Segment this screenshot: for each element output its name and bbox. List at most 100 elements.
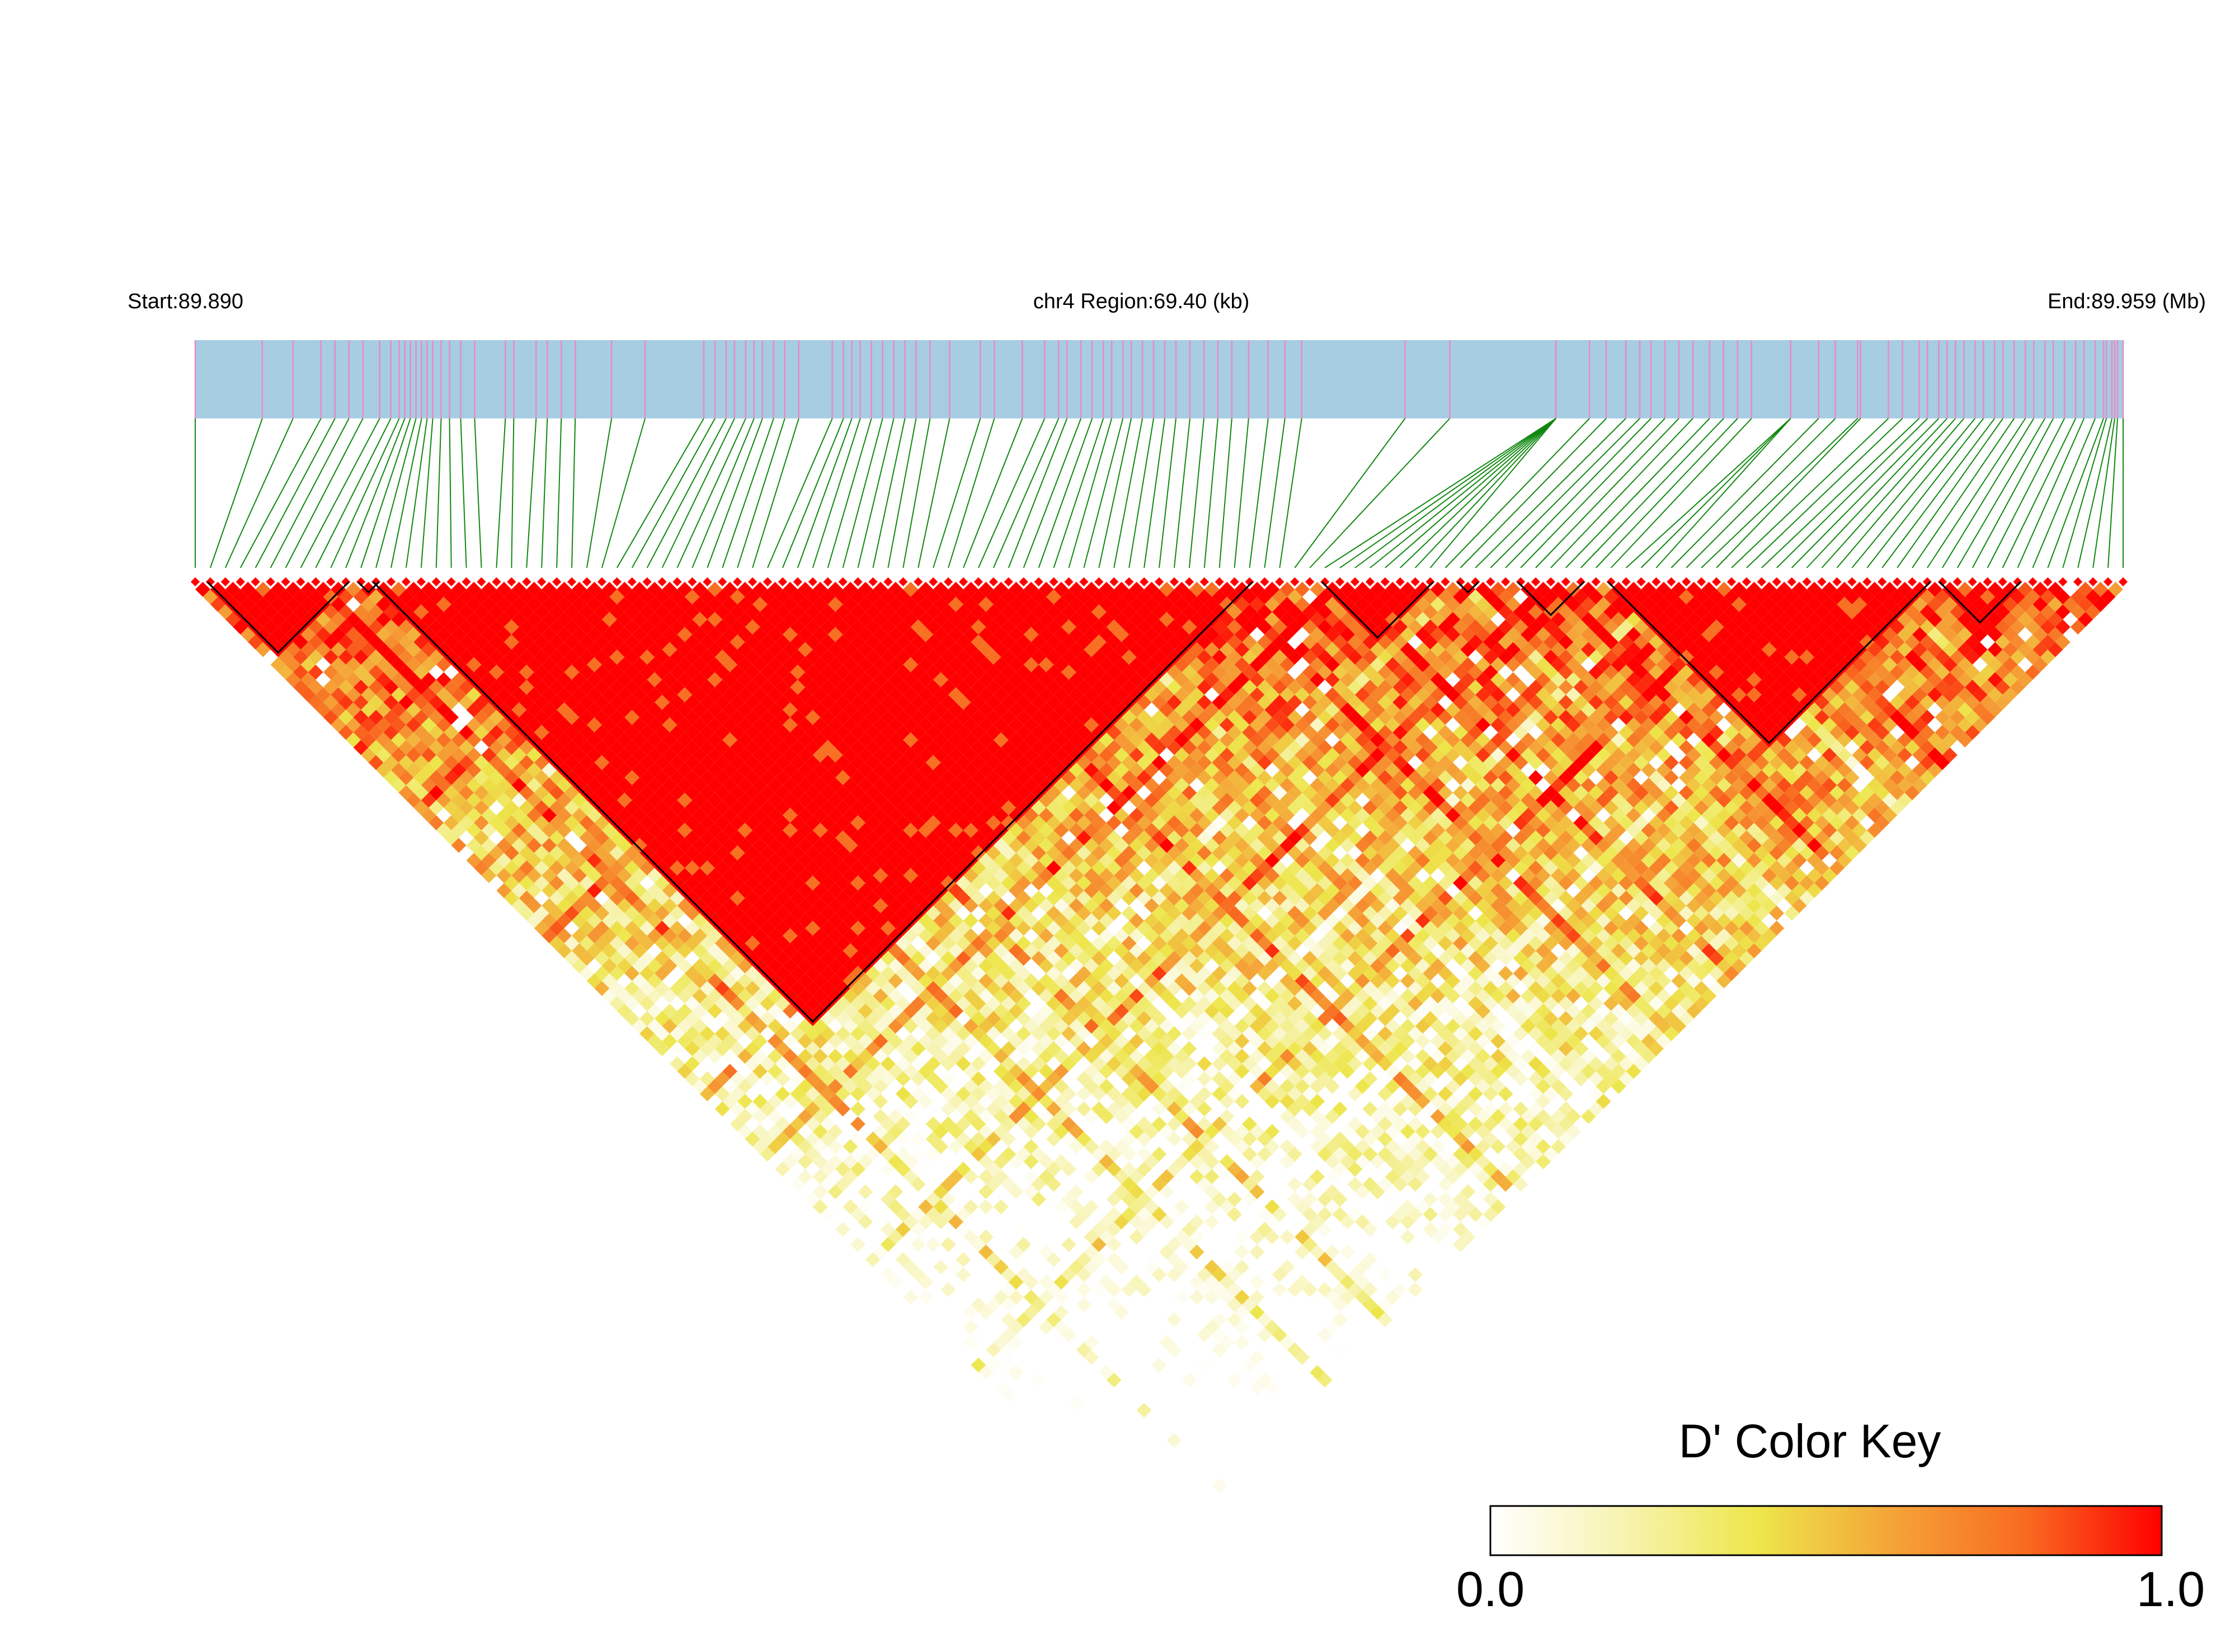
snp-connector [526, 418, 537, 568]
snp-connector [1294, 418, 1406, 568]
snp-connector [2047, 418, 2104, 568]
snp-connector [902, 418, 931, 568]
snp-connector [1625, 418, 1791, 568]
snp-connector [285, 418, 364, 568]
snp-connector [541, 418, 548, 568]
snp-connector [1354, 418, 1556, 568]
snp-connector [1866, 418, 1984, 568]
snp-connector [887, 418, 917, 568]
snp-connector [1324, 418, 1556, 568]
snp-connector [1264, 418, 1286, 568]
snp-connector [978, 418, 1046, 568]
snp-connector [1249, 418, 1269, 568]
snp-connector [1640, 418, 1791, 568]
snp-connector [1385, 418, 1556, 568]
snp-connector [1971, 418, 2054, 568]
snp-connector [209, 418, 263, 568]
snp-connector [722, 418, 774, 568]
snp-connector [646, 418, 727, 568]
snp-connector [239, 418, 322, 568]
snp-connector [1776, 418, 1928, 568]
snp-connector [449, 418, 452, 568]
snp-connector [1444, 418, 1590, 568]
snp-connector [601, 418, 646, 568]
snp-connector [435, 418, 442, 568]
snp-connector [1821, 418, 1956, 568]
snp-connector [420, 418, 434, 568]
snp-connector [992, 418, 1060, 568]
snp-connector [2077, 418, 2112, 568]
snp-connector [496, 418, 506, 568]
snp-connector [1460, 418, 1607, 568]
snp-connector [1023, 418, 1082, 568]
snp-connector [1912, 418, 2015, 568]
snp-connector [1701, 418, 1858, 568]
snp-connector [1339, 418, 1556, 568]
snp-connector [255, 418, 336, 568]
snp-connector [1429, 418, 1556, 568]
snp-connector [1113, 418, 1144, 568]
snp-connector [1851, 418, 1976, 568]
snp-connector [1596, 418, 1738, 568]
snp-connector [1956, 418, 2046, 568]
snp-connector [1144, 418, 1165, 568]
snp-connector [1475, 418, 1626, 568]
snp-connector [1881, 418, 1996, 568]
snp-connector [375, 418, 417, 568]
snp-connector [2002, 418, 2076, 568]
snp-connector [330, 418, 400, 568]
snp-connector [390, 418, 422, 568]
snp-connector [474, 418, 482, 568]
snp-connector [1053, 418, 1104, 568]
snp-connector [1836, 418, 1965, 568]
snp-connector [782, 418, 844, 568]
snp-connector [661, 418, 735, 568]
snp-connector [1234, 418, 1249, 568]
snp-connector [827, 418, 872, 568]
snp-connector [300, 418, 380, 568]
snp-connector [345, 418, 406, 568]
snp-connector [872, 418, 906, 568]
snp-connector [963, 418, 1023, 568]
snp-connector [1987, 418, 2065, 568]
snp-connector [933, 418, 981, 568]
snp-connector [1203, 418, 1218, 568]
snp-connector-group [195, 418, 2124, 568]
snp-connector [1550, 418, 1693, 568]
snp-connector [1565, 418, 1710, 568]
snp-connector [1897, 418, 2004, 568]
snp-connector [767, 418, 833, 568]
snp-connector [1746, 418, 1903, 568]
snp-connector [315, 418, 392, 568]
snp-connector [2107, 418, 2119, 568]
snp-connector [1370, 418, 1556, 568]
snp-connector [1279, 418, 1302, 568]
snp-connector [1008, 418, 1068, 568]
snp-connector [511, 418, 515, 568]
snp-connector [1686, 418, 1836, 568]
snp-connector [1505, 418, 1651, 568]
snp-connector [812, 418, 861, 568]
snp-connector [752, 418, 799, 568]
snp-connector [556, 418, 562, 568]
snp-connector [1927, 418, 2026, 568]
snp-connector [1128, 418, 1154, 568]
snp-connector [1098, 418, 1132, 568]
snp-connector [1761, 418, 1920, 568]
snp-connector [1942, 418, 2035, 568]
snp-connector [616, 418, 704, 568]
snp-connector [1671, 418, 1819, 568]
snp-connector [405, 418, 428, 568]
ld-cell-group [190, 577, 2128, 1554]
snp-connector [1655, 418, 1791, 568]
snp-connector [676, 418, 746, 568]
snp-connector [948, 418, 995, 568]
snp-connector [1791, 418, 1940, 568]
snp-connector [707, 418, 763, 568]
snp-connector [1610, 418, 1752, 568]
snp-connector [797, 418, 853, 568]
snp-connector [1535, 418, 1679, 568]
snp-connector [2062, 418, 2107, 568]
snp-connector [737, 418, 785, 568]
